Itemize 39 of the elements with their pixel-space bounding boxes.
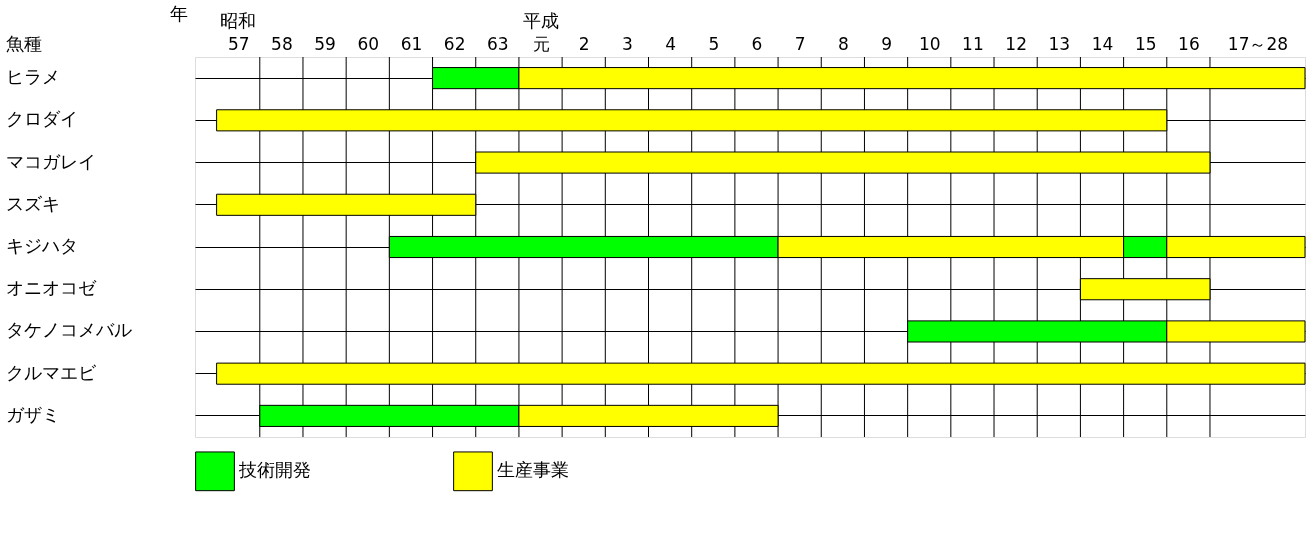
x-tick-label: 17～28 xyxy=(1227,33,1289,54)
x-tick-label: 12 xyxy=(1005,33,1027,54)
y-axis-title: 魚種 xyxy=(5,32,42,54)
x2-tick-label: 58 xyxy=(271,33,293,54)
y-tick-label: ヒラメ xyxy=(5,66,60,88)
x-tick-label: 元 xyxy=(532,33,550,54)
y-tick-label: クルマエビ xyxy=(5,361,97,383)
x-tick-label: 2 xyxy=(578,33,590,54)
x-tick-label: 4 xyxy=(665,33,677,54)
y-tick-label: キジハタ xyxy=(5,235,78,256)
x-tick-label: 3 xyxy=(621,33,633,54)
x2-tick-label: 59 xyxy=(314,33,336,54)
x2-tick-label: 63 xyxy=(487,33,509,54)
y-tick-label: マコガレイ xyxy=(5,150,96,172)
x-tick-label: 5 xyxy=(708,33,720,54)
y-tick-label: スズキ xyxy=(5,192,60,214)
x2-tick-label: 62 xyxy=(443,33,466,54)
x-axis-title: 年 xyxy=(169,2,188,24)
x-tick-label: 9 xyxy=(881,33,892,54)
x2-tick-label: 57 xyxy=(227,33,250,54)
x-tick-label: 6 xyxy=(751,33,763,54)
text: 平成 xyxy=(522,10,559,31)
x-tick-label: 7 xyxy=(794,33,806,54)
x-tick-label: 8 xyxy=(837,33,849,54)
x-tick-label: 15 xyxy=(1134,33,1157,54)
y-tick-label: オニオコゼ xyxy=(5,277,97,299)
y-tick-label: ガザミ xyxy=(5,403,60,425)
x-tick-label: 13 xyxy=(1048,33,1071,54)
x-tick-label: 16 xyxy=(1178,33,1200,54)
x-tick-label: 11 xyxy=(962,33,984,54)
x-tick-label: 14 xyxy=(1091,33,1114,54)
legend-label: 技術開発 xyxy=(238,459,311,481)
y-tick-label: タケノコメバル xyxy=(5,319,132,341)
legend-label: 生産事業 xyxy=(497,459,569,481)
x2-tick-label: 61 xyxy=(400,33,423,54)
x-tick-label: 10 xyxy=(918,33,941,54)
x2-tick-label: 60 xyxy=(357,33,380,54)
y-tick-label: クロダイ xyxy=(5,108,78,130)
text: 昭和 xyxy=(220,10,257,31)
